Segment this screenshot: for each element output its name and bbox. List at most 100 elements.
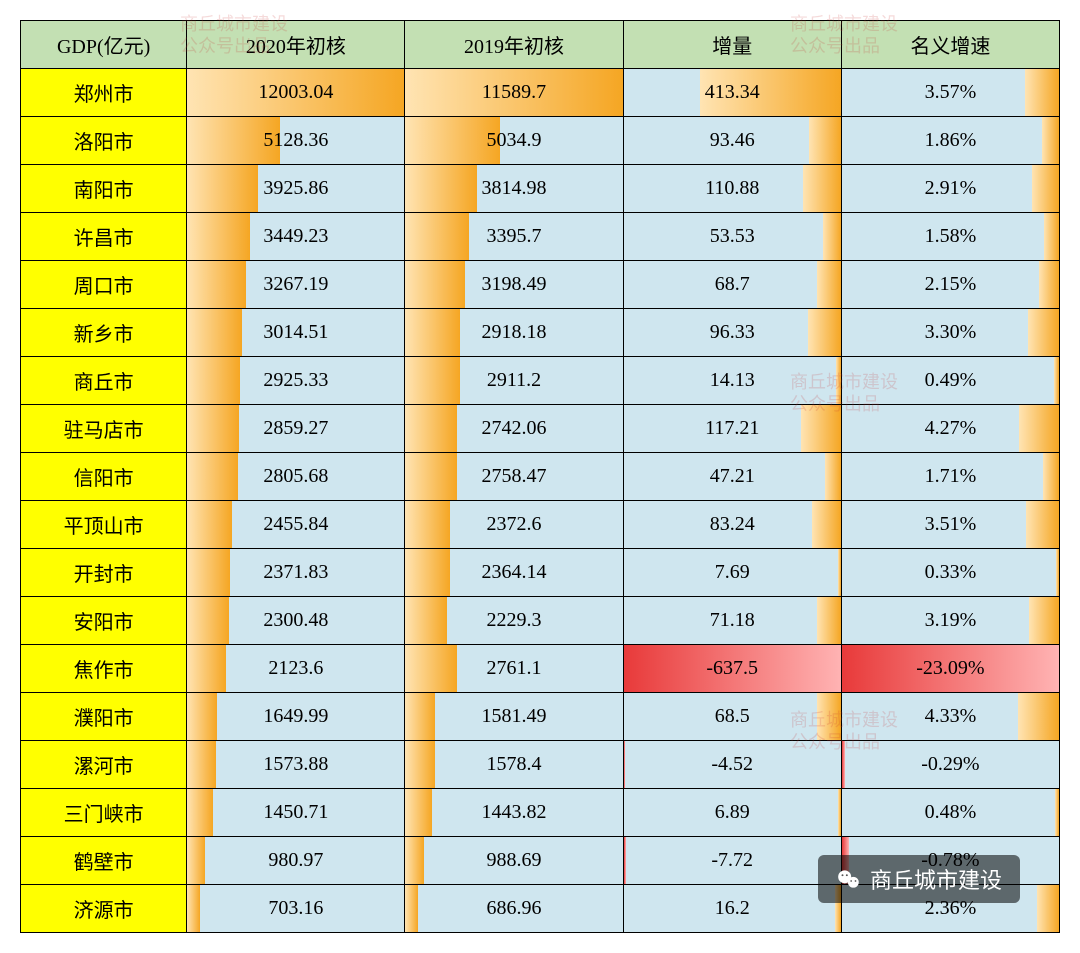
data-cell: 68.5 bbox=[623, 693, 841, 741]
city-cell: 信阳市 bbox=[21, 453, 187, 501]
data-cell: 83.24 bbox=[623, 501, 841, 549]
col-header-2020: 2020年初核 bbox=[187, 21, 405, 69]
data-cell: 68.7 bbox=[623, 261, 841, 309]
data-cell: 3.51% bbox=[841, 501, 1059, 549]
table-row: 开封市2371.832364.147.690.33% bbox=[21, 549, 1060, 597]
table-row: 周口市3267.193198.4968.72.15% bbox=[21, 261, 1060, 309]
data-cell: 3014.51 bbox=[187, 309, 405, 357]
table-row: 濮阳市1649.991581.4968.54.33% bbox=[21, 693, 1060, 741]
data-cell: 110.88 bbox=[623, 165, 841, 213]
table-header-row: GDP(亿元) 2020年初核 2019年初核 增量 名义增速 bbox=[21, 21, 1060, 69]
city-cell: 三门峡市 bbox=[21, 789, 187, 837]
data-cell: 3267.19 bbox=[187, 261, 405, 309]
city-cell: 许昌市 bbox=[21, 213, 187, 261]
city-cell: 焦作市 bbox=[21, 645, 187, 693]
col-header-city: GDP(亿元) bbox=[21, 21, 187, 69]
data-cell: 2925.33 bbox=[187, 357, 405, 405]
data-cell: 2859.27 bbox=[187, 405, 405, 453]
table-row: 三门峡市1450.711443.826.890.48% bbox=[21, 789, 1060, 837]
data-cell: 2372.6 bbox=[405, 501, 623, 549]
data-cell: -7.72 bbox=[623, 837, 841, 885]
data-cell: -4.52 bbox=[623, 741, 841, 789]
data-cell: 53.53 bbox=[623, 213, 841, 261]
data-cell: 1649.99 bbox=[187, 693, 405, 741]
city-cell: 平顶山市 bbox=[21, 501, 187, 549]
data-cell: 0.49% bbox=[841, 357, 1059, 405]
data-cell: 5128.36 bbox=[187, 117, 405, 165]
col-header-2019: 2019年初核 bbox=[405, 21, 623, 69]
data-cell: 2.15% bbox=[841, 261, 1059, 309]
table-row: 新乡市3014.512918.1896.333.30% bbox=[21, 309, 1060, 357]
data-cell: 3.57% bbox=[841, 69, 1059, 117]
data-cell: 2123.6 bbox=[187, 645, 405, 693]
city-cell: 郑州市 bbox=[21, 69, 187, 117]
table-row: 许昌市3449.233395.753.531.58% bbox=[21, 213, 1060, 261]
data-cell: 2229.3 bbox=[405, 597, 623, 645]
data-cell: 1.71% bbox=[841, 453, 1059, 501]
data-cell: 2918.18 bbox=[405, 309, 623, 357]
data-cell: 2371.83 bbox=[187, 549, 405, 597]
data-cell: 96.33 bbox=[623, 309, 841, 357]
data-cell: 3814.98 bbox=[405, 165, 623, 213]
data-cell: 988.69 bbox=[405, 837, 623, 885]
table-row: 漯河市1573.881578.4-4.52-0.29% bbox=[21, 741, 1060, 789]
data-cell: 3.30% bbox=[841, 309, 1059, 357]
data-cell: 117.21 bbox=[623, 405, 841, 453]
table-row: 安阳市2300.482229.371.183.19% bbox=[21, 597, 1060, 645]
data-cell: 703.16 bbox=[187, 885, 405, 933]
data-cell: 1573.88 bbox=[187, 741, 405, 789]
wechat-footer-text: 商丘城市建设 bbox=[870, 863, 1002, 895]
data-cell: -23.09% bbox=[841, 645, 1059, 693]
data-cell: 2300.48 bbox=[187, 597, 405, 645]
gdp-table: GDP(亿元) 2020年初核 2019年初核 增量 名义增速 郑州市12003… bbox=[20, 20, 1060, 933]
table-row: 平顶山市2455.842372.683.243.51% bbox=[21, 501, 1060, 549]
data-cell: 4.27% bbox=[841, 405, 1059, 453]
table-row: 郑州市12003.0411589.7413.343.57% bbox=[21, 69, 1060, 117]
data-cell: 11589.7 bbox=[405, 69, 623, 117]
data-cell: 2364.14 bbox=[405, 549, 623, 597]
city-cell: 濮阳市 bbox=[21, 693, 187, 741]
data-cell: 7.69 bbox=[623, 549, 841, 597]
data-cell: 0.33% bbox=[841, 549, 1059, 597]
table-row: 驻马店市2859.272742.06117.214.27% bbox=[21, 405, 1060, 453]
data-cell: 1.58% bbox=[841, 213, 1059, 261]
city-cell: 新乡市 bbox=[21, 309, 187, 357]
data-cell: 16.2 bbox=[623, 885, 841, 933]
data-cell: 47.21 bbox=[623, 453, 841, 501]
data-cell: 3198.49 bbox=[405, 261, 623, 309]
col-header-rate: 名义增速 bbox=[841, 21, 1059, 69]
data-cell: 1581.49 bbox=[405, 693, 623, 741]
data-cell: 5034.9 bbox=[405, 117, 623, 165]
data-cell: 1450.71 bbox=[187, 789, 405, 837]
data-cell: 2805.68 bbox=[187, 453, 405, 501]
city-cell: 济源市 bbox=[21, 885, 187, 933]
data-cell: -637.5 bbox=[623, 645, 841, 693]
data-cell: 93.46 bbox=[623, 117, 841, 165]
city-cell: 安阳市 bbox=[21, 597, 187, 645]
data-cell: 2.91% bbox=[841, 165, 1059, 213]
city-cell: 南阳市 bbox=[21, 165, 187, 213]
table-row: 信阳市2805.682758.4747.211.71% bbox=[21, 453, 1060, 501]
table-row: 焦作市2123.62761.1-637.5-23.09% bbox=[21, 645, 1060, 693]
data-cell: 2911.2 bbox=[405, 357, 623, 405]
data-cell: 1443.82 bbox=[405, 789, 623, 837]
data-cell: 3395.7 bbox=[405, 213, 623, 261]
city-cell: 驻马店市 bbox=[21, 405, 187, 453]
data-cell: 3449.23 bbox=[187, 213, 405, 261]
data-cell: 12003.04 bbox=[187, 69, 405, 117]
table-row: 南阳市3925.863814.98110.882.91% bbox=[21, 165, 1060, 213]
data-cell: 1578.4 bbox=[405, 741, 623, 789]
data-cell: 2455.84 bbox=[187, 501, 405, 549]
data-cell: 686.96 bbox=[405, 885, 623, 933]
data-cell: 413.34 bbox=[623, 69, 841, 117]
data-cell: -0.29% bbox=[841, 741, 1059, 789]
data-cell: 3.19% bbox=[841, 597, 1059, 645]
data-cell: 2742.06 bbox=[405, 405, 623, 453]
city-cell: 商丘市 bbox=[21, 357, 187, 405]
city-cell: 鹤壁市 bbox=[21, 837, 187, 885]
table-row: 商丘市2925.332911.214.130.49% bbox=[21, 357, 1060, 405]
city-cell: 洛阳市 bbox=[21, 117, 187, 165]
city-cell: 周口市 bbox=[21, 261, 187, 309]
data-cell: 71.18 bbox=[623, 597, 841, 645]
data-cell: 6.89 bbox=[623, 789, 841, 837]
